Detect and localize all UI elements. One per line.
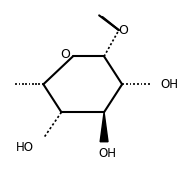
Text: HO: HO xyxy=(16,141,34,154)
Text: OH: OH xyxy=(161,78,179,91)
Text: OH: OH xyxy=(98,147,116,160)
Text: O: O xyxy=(118,24,128,38)
Text: O: O xyxy=(61,48,70,61)
Polygon shape xyxy=(100,112,108,142)
